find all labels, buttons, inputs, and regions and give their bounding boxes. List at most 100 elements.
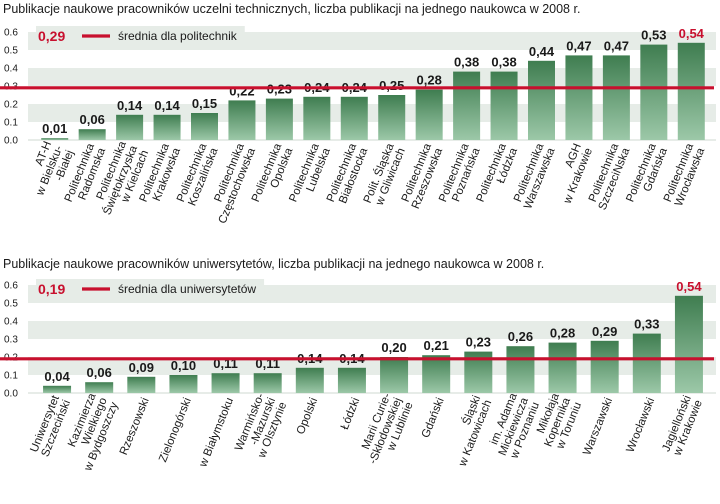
category-label: Opolski <box>295 396 320 436</box>
bar <box>116 114 144 140</box>
bar <box>85 382 114 393</box>
bar <box>640 44 668 140</box>
y-tick-label: 0.5 <box>4 46 18 57</box>
bar <box>415 89 443 140</box>
grid-band <box>28 357 716 375</box>
data-label: 0,06 <box>80 112 105 127</box>
bar <box>41 138 69 140</box>
data-label: 0,44 <box>529 44 555 59</box>
legend-box <box>36 26 245 43</box>
data-label: 0,09 <box>129 360 154 375</box>
legend-text: średnia dla politechnik <box>118 29 238 43</box>
chart-title: Publikacje naukowe pracowników uczelni t… <box>3 2 580 16</box>
data-label: 0,28 <box>417 73 442 88</box>
bar <box>548 342 577 393</box>
bar <box>453 71 481 140</box>
data-label: 0,47 <box>604 38 629 53</box>
grid-band <box>28 321 716 339</box>
data-label: 0,22 <box>229 83 254 98</box>
data-label: 0,53 <box>641 28 666 43</box>
category-label: Wrocławski <box>624 396 657 454</box>
bar <box>303 96 331 140</box>
data-label: 0,29 <box>592 324 617 339</box>
data-label: 0,21 <box>424 338 449 353</box>
data-label: 0,14 <box>117 98 143 113</box>
data-label: 0,25 <box>379 78 404 93</box>
y-tick-label: 0.5 <box>4 299 18 310</box>
data-label: 0,26 <box>508 329 533 344</box>
bar <box>340 96 368 140</box>
category-label: Zielonogórski <box>157 396 194 464</box>
category-label: Jagiellońskiw Krakowie <box>660 394 705 458</box>
y-tick-label: 0.6 <box>4 281 18 292</box>
data-label: 0,01 <box>42 121 67 136</box>
bar <box>253 373 282 393</box>
y-tick-label: 0.6 <box>4 28 18 39</box>
y-tick-label: 0.0 <box>4 389 18 400</box>
legend-average-value: 0,19 <box>38 281 65 297</box>
bar <box>295 367 324 393</box>
legend-box <box>36 279 265 296</box>
category-label: MikołajaKopernikaw Toruniu <box>531 391 584 453</box>
bar <box>191 113 218 140</box>
category-label: w Białymstoku <box>197 396 236 470</box>
bar <box>422 355 451 393</box>
bar <box>674 295 703 393</box>
bar <box>378 95 406 140</box>
bar <box>590 340 619 393</box>
bar <box>127 376 156 393</box>
bar <box>632 333 661 393</box>
bar <box>228 100 256 140</box>
legend-average-value: 0,29 <box>38 28 65 44</box>
bar <box>153 114 181 140</box>
category-label: im. AdamaMickiewiczaw Poznaniu <box>486 391 543 462</box>
category-label: Śląskiw Katowicach <box>444 394 494 469</box>
data-label: 0,10 <box>171 358 196 373</box>
chart-2: Publikacje naukowe pracowników uniwersyt… <box>0 257 716 474</box>
y-tick-label: 0.1 <box>4 371 18 382</box>
category-label: Warmińsko--Mazurskiw Olsztynie <box>233 391 289 461</box>
bar <box>506 346 535 393</box>
chart-1: Publikacje naukowe pracowników uczelni t… <box>0 2 716 226</box>
bar <box>602 55 630 140</box>
data-label: 0,54 <box>679 26 705 41</box>
data-label: 0,54 <box>676 279 702 294</box>
y-tick-label: 0.0 <box>4 136 18 147</box>
chart-title: Publikacje naukowe pracowników uniwersyt… <box>3 257 544 271</box>
y-tick-label: 0.2 <box>4 100 18 111</box>
category-label: Rzeszowski <box>118 396 152 457</box>
data-label: 0,47 <box>566 38 591 53</box>
y-tick-label: 0.4 <box>4 64 18 75</box>
bar <box>565 55 593 140</box>
y-tick-label: 0.4 <box>4 317 18 328</box>
bar <box>78 129 106 140</box>
data-label: 0,04 <box>44 369 70 384</box>
category-label: Łódzki <box>339 396 363 431</box>
data-label: 0,15 <box>192 96 217 111</box>
data-label: 0,38 <box>454 55 479 70</box>
bar <box>490 71 518 140</box>
y-tick-label: 0.3 <box>4 335 18 346</box>
bar <box>380 357 409 393</box>
category-label: UniwersytetSzczeciński <box>28 393 73 458</box>
data-label: 0,14 <box>154 98 180 113</box>
data-label: 0,33 <box>634 317 659 332</box>
bar <box>528 60 555 140</box>
bar <box>337 367 366 393</box>
legend-text: średnia dla uniwersytetów <box>118 282 256 296</box>
data-label: 0,38 <box>491 55 516 70</box>
y-tick-label: 0.1 <box>4 118 18 129</box>
bar <box>43 385 72 393</box>
bar <box>265 98 293 140</box>
bar <box>677 42 705 140</box>
category-label: Warszawski <box>581 396 615 457</box>
bar <box>169 375 198 393</box>
bar <box>211 373 240 393</box>
category-label: Marii Curie--Skłodowskiejw Lublinie <box>356 391 416 470</box>
data-label: 0,28 <box>550 326 575 341</box>
data-label: 0,20 <box>381 340 406 355</box>
category-label: Gdański <box>420 396 447 440</box>
data-label: 0,23 <box>466 335 491 350</box>
